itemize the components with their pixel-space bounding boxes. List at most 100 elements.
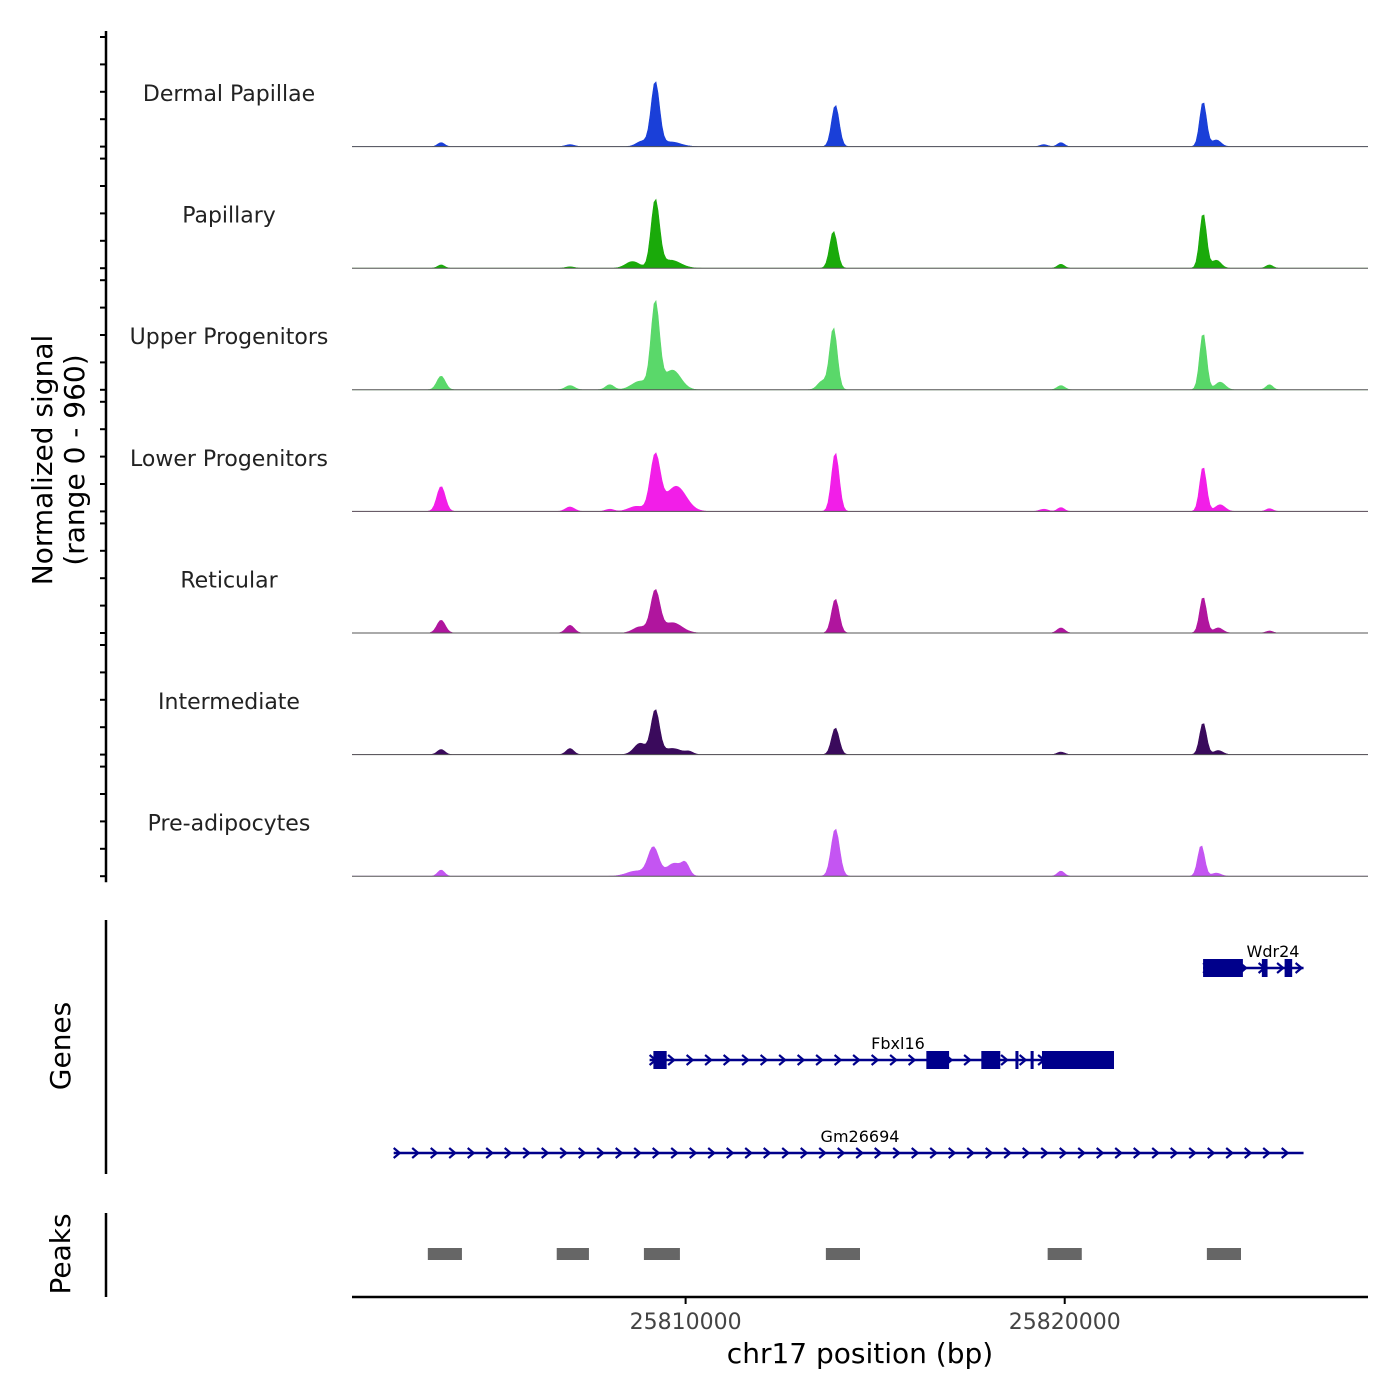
strand-arrow xyxy=(1243,1147,1253,1159)
strand-arrow xyxy=(707,1147,716,1159)
track-label: Dermal Papillae xyxy=(143,82,315,107)
exon xyxy=(1015,1051,1019,1069)
strand-arrow xyxy=(966,1147,975,1159)
signal-area xyxy=(352,81,1368,147)
signal-tracks: Dermal Papillae Papillary Upper Progenitor… xyxy=(100,31,1368,883)
strand-arrow xyxy=(852,1054,861,1066)
strand-arrow xyxy=(540,1147,550,1159)
strand-arrow xyxy=(1262,1147,1271,1159)
genes-y-axis-label: Genes xyxy=(44,1002,77,1090)
peak-region xyxy=(1047,1248,1082,1260)
strand-arrow xyxy=(596,1147,605,1159)
strand-arrow xyxy=(1095,1147,1105,1159)
strand-arrow xyxy=(781,1147,790,1159)
gene: Wdr24 xyxy=(1202,942,1304,977)
strand-arrow xyxy=(1058,1147,1068,1159)
x-axis-label: chr17 position (bp) xyxy=(727,1337,993,1370)
strand-arrow xyxy=(799,1147,809,1159)
signal-range-label: (range 0 - 960) xyxy=(58,354,91,565)
strand-arrow xyxy=(411,1147,420,1159)
strand-arrow xyxy=(947,1147,957,1159)
strand-arrow xyxy=(1114,1147,1123,1159)
peaks-track xyxy=(104,1213,1241,1297)
signal-track: Reticular xyxy=(100,522,1368,634)
strand-arrow xyxy=(1294,962,1304,974)
exon xyxy=(653,1051,667,1069)
strand-arrow xyxy=(929,1147,938,1159)
track-label: Lower Progenitors xyxy=(130,447,328,472)
strand-arrow xyxy=(1003,1147,1012,1159)
strand-arrow xyxy=(1225,1147,1234,1159)
strand-arrow xyxy=(522,1147,531,1159)
strand-arrow xyxy=(762,1147,772,1159)
track-label: Papillary xyxy=(182,204,276,229)
strand-arrow xyxy=(892,1147,901,1159)
gene: Fbxl16 xyxy=(648,1034,1114,1069)
peak-region xyxy=(643,1248,680,1260)
signal-track: Lower Progenitors xyxy=(100,400,1368,513)
strand-arrow xyxy=(614,1147,624,1159)
x-tick-label: 25810000 xyxy=(630,1310,742,1335)
x-tick-label: 25820000 xyxy=(1009,1310,1121,1335)
strand-arrow xyxy=(1280,1147,1290,1159)
strand-arrow xyxy=(1169,1147,1179,1159)
peaks-y-axis-label: Peaks xyxy=(44,1213,77,1294)
strand-arrow xyxy=(778,1054,787,1066)
signal-track: Upper Progenitors xyxy=(100,279,1368,391)
strand-arrow xyxy=(448,1147,457,1159)
strand-arrow xyxy=(1132,1147,1142,1159)
signal-track: Pre-adipocytes xyxy=(100,765,1368,878)
strand-arrow xyxy=(466,1147,476,1159)
strand-arrow xyxy=(1206,1147,1216,1159)
strand-arrow xyxy=(577,1147,587,1159)
strand-arrow xyxy=(833,1054,843,1066)
exon xyxy=(1261,959,1268,977)
strand-arrow xyxy=(725,1147,735,1159)
strand-arrow xyxy=(759,1054,769,1066)
strand-arrow xyxy=(1151,1147,1160,1159)
strand-arrow xyxy=(685,1054,695,1066)
strand-arrow xyxy=(722,1054,732,1066)
strand-arrow xyxy=(1188,1147,1197,1159)
signal-area xyxy=(352,452,1368,512)
track-label: Intermediate xyxy=(158,690,300,715)
strand-arrow xyxy=(1077,1147,1086,1159)
strand-arrow xyxy=(907,1054,917,1066)
genes-track: Wdr24 Fbxl16 Gm26694 xyxy=(104,920,1304,1174)
strand-arrow xyxy=(429,1147,439,1159)
signal-area xyxy=(352,299,1368,391)
exon xyxy=(1203,959,1243,977)
signal-y-axis-label: Normalized signal xyxy=(26,335,59,586)
exon xyxy=(1041,1051,1114,1069)
gene: Gm26694 xyxy=(392,1127,1304,1159)
strand-arrow xyxy=(1276,962,1285,974)
signal-area xyxy=(352,709,1368,755)
peak-region xyxy=(427,1248,462,1260)
strand-arrow xyxy=(503,1147,513,1159)
strand-arrow xyxy=(963,1054,972,1066)
signal-track: Dermal Papillae xyxy=(100,36,1368,148)
peak-region xyxy=(825,1248,860,1260)
exon xyxy=(926,1051,950,1069)
track-label: Pre-adipocytes xyxy=(148,812,311,837)
strand-arrow xyxy=(744,1147,753,1159)
strand-arrow xyxy=(873,1147,883,1159)
strand-arrow xyxy=(633,1147,642,1159)
x-axis: 25810000 25820000 xyxy=(352,1295,1368,1335)
strand-arrow xyxy=(670,1147,679,1159)
strand-arrow xyxy=(559,1147,568,1159)
strand-arrow xyxy=(485,1147,494,1159)
strand-arrow xyxy=(704,1054,713,1066)
exon xyxy=(1030,1051,1034,1069)
gene-label: Fbxl16 xyxy=(871,1034,925,1053)
strand-arrow xyxy=(984,1147,994,1159)
track-label: Upper Progenitors xyxy=(130,325,329,350)
strand-arrow xyxy=(910,1147,920,1159)
exon xyxy=(1284,959,1293,977)
signal-area xyxy=(352,828,1368,877)
strand-arrow xyxy=(855,1147,864,1159)
signal-track: Intermediate xyxy=(100,644,1368,756)
strand-arrow xyxy=(667,1054,676,1066)
signal-track: Papillary xyxy=(100,157,1368,270)
